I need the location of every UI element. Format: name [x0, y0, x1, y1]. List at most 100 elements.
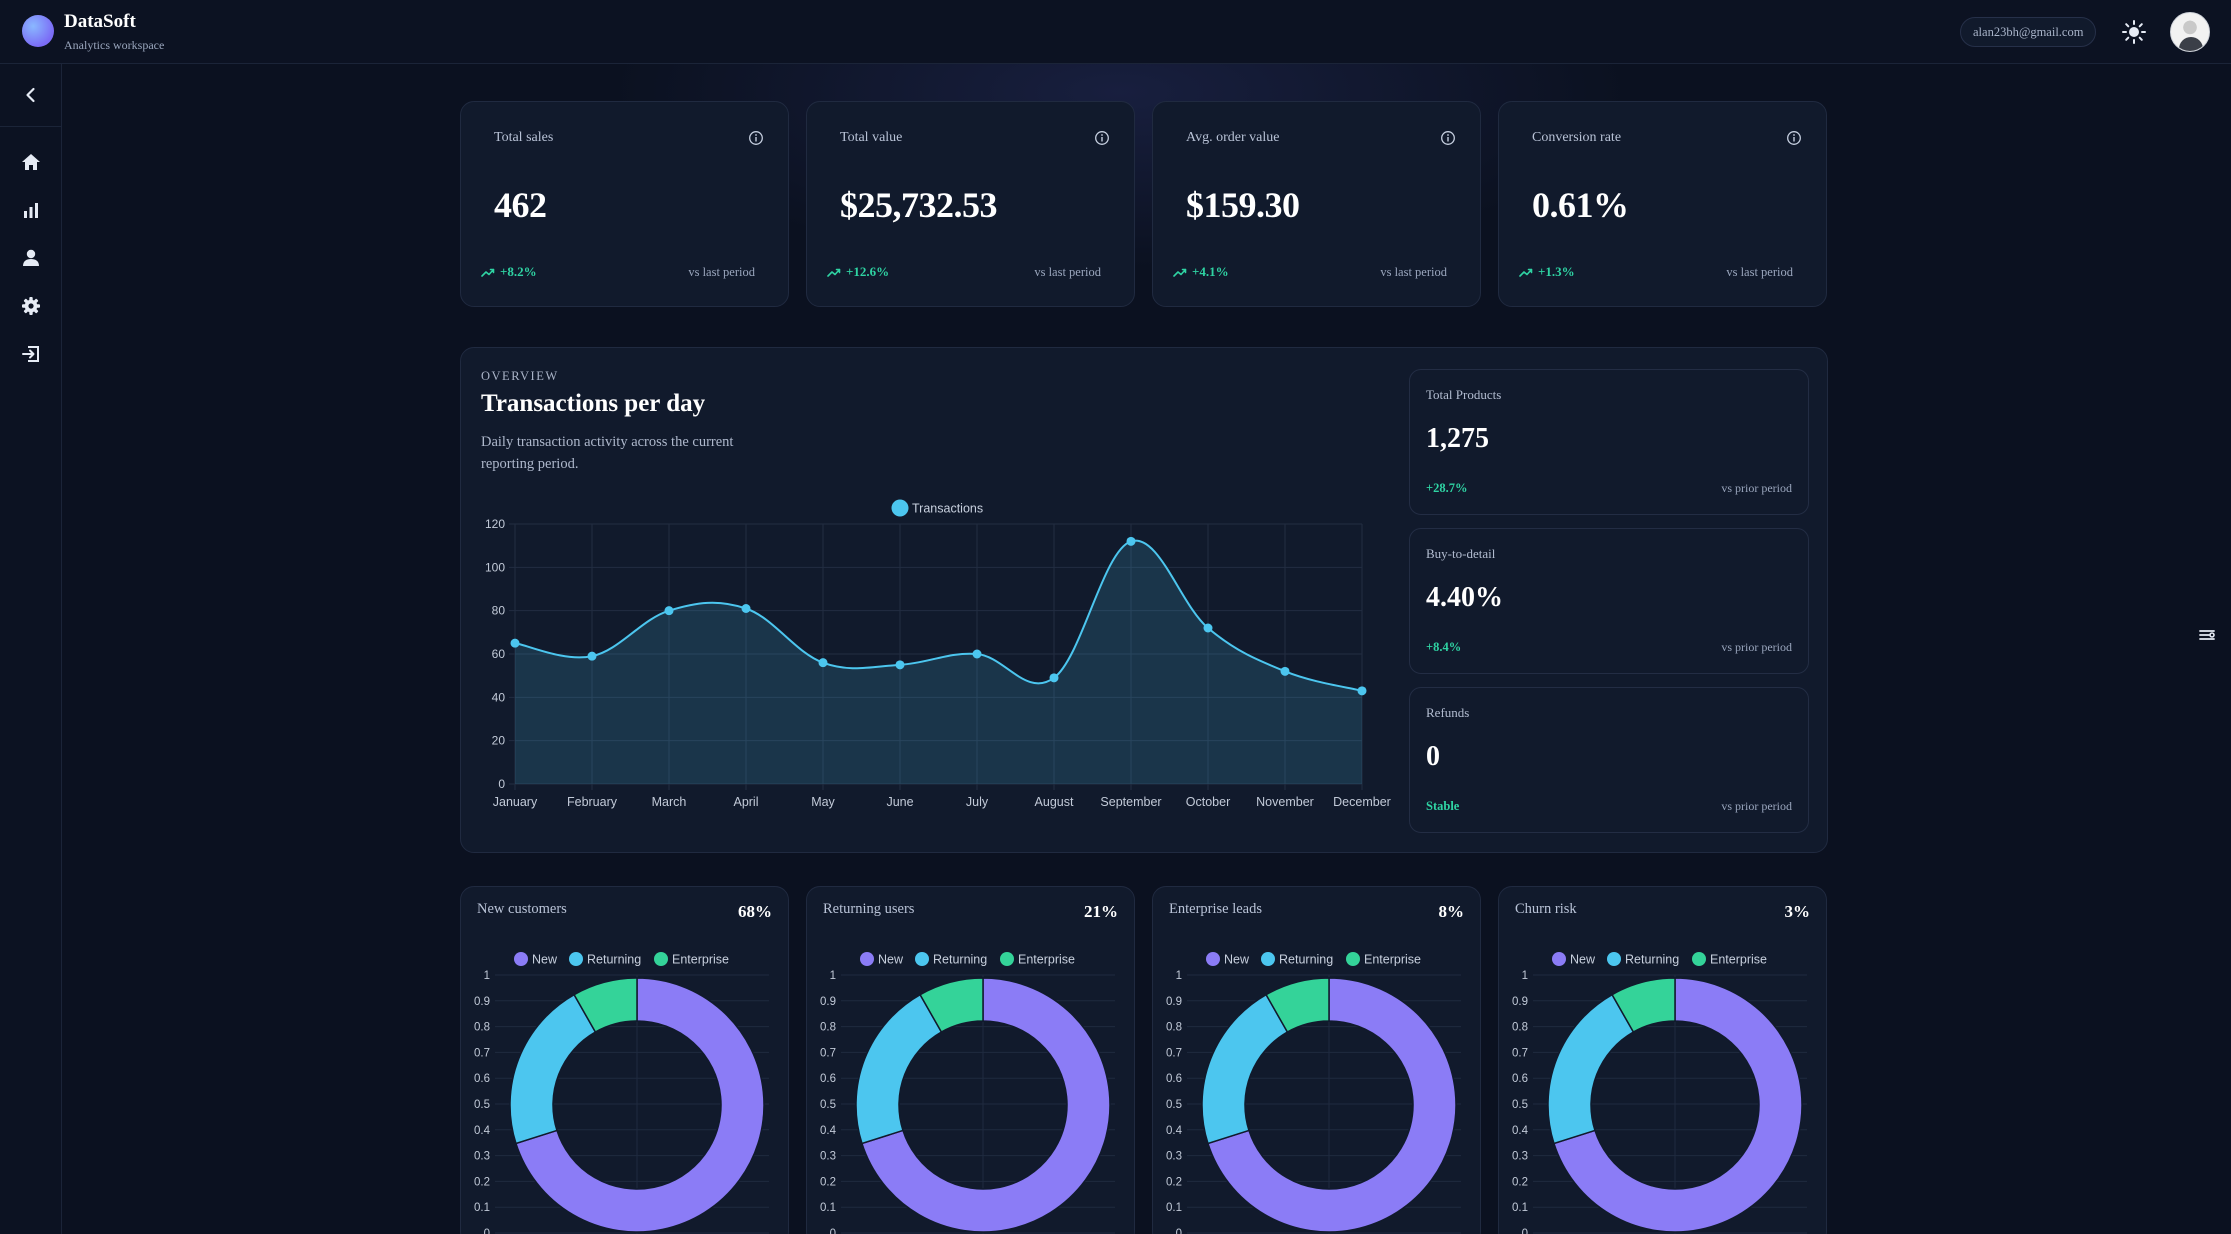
side-stat-value: 4.40% — [1426, 582, 1503, 613]
donut-slice-new — [1553, 977, 1803, 1233]
side-stat-comparison: vs prior period — [1721, 640, 1792, 654]
data-point — [818, 658, 828, 668]
x-tick-label: November — [1256, 795, 1314, 809]
sun-icon — [2122, 20, 2146, 44]
y-tick-label: 0.5 — [820, 1099, 836, 1111]
y-tick-label: 0.8 — [474, 1022, 490, 1034]
legend-label: Returning — [933, 953, 987, 967]
donut-slice-enterprise — [919, 977, 984, 1034]
donut-card-churn-risk: Churn risk 3% New Returning Enterprise 0 0.1… — [1498, 886, 1827, 1234]
y-tick-label: 0.2 — [1512, 1176, 1528, 1188]
data-point — [1049, 673, 1059, 683]
sidebar-item-analytics[interactable] — [17, 196, 45, 224]
kpi-value: 462 — [494, 185, 547, 225]
overview-description: Daily transaction activity across the cu… — [481, 434, 734, 472]
data-point — [972, 649, 982, 659]
donut-slice-new — [861, 977, 1111, 1233]
sidebar-item-logout[interactable] — [17, 340, 45, 368]
donut-slice-returning — [1547, 993, 1635, 1145]
legend-swatch — [860, 952, 874, 966]
y-tick-label: 0.5 — [1166, 1099, 1182, 1111]
x-tick-label: July — [966, 795, 989, 809]
side-stat-value: 1,275 — [1426, 423, 1489, 454]
customize-panel-button[interactable] — [2190, 618, 2224, 652]
legend-swatch — [1206, 952, 1220, 966]
legend-swatch — [915, 952, 929, 966]
x-tick-label: March — [652, 795, 687, 809]
top-bar: DataSoft Analytics workspace alan23bh@gm… — [0, 0, 2231, 64]
donut-slice-returning — [855, 993, 943, 1145]
donut-slice-enterprise — [1611, 977, 1676, 1034]
user-avatar[interactable] — [2170, 12, 2210, 52]
y-tick-label: 0.1 — [1512, 1202, 1528, 1214]
kpi-card-total-value: Total value $25,732.53 +12.6% vs last pe… — [806, 101, 1135, 307]
side-stat-label: Total Products — [1426, 387, 1502, 402]
kpi-label: Conversion rate — [1532, 130, 1622, 145]
overview-title: Transactions per day — [481, 390, 706, 417]
theme-toggle-button[interactable] — [2120, 18, 2148, 46]
info-icon[interactable] — [1786, 130, 1802, 146]
kpi-card-total-sales: Total sales 462 +8.2% vs last period — [460, 101, 789, 307]
sidebar-item-settings[interactable] — [17, 292, 45, 320]
y-tick-label: 100 — [485, 560, 505, 574]
legend-label: Enterprise — [1018, 953, 1075, 967]
legend-swatch — [1346, 952, 1360, 966]
sidebar-item-home[interactable] — [17, 148, 45, 176]
kpi-card-avg-order-value: Avg. order value $159.30 +4.1% vs last p… — [1152, 101, 1481, 307]
legend-swatch — [569, 952, 583, 966]
y-tick-label: 0 — [498, 777, 505, 791]
user-email-pill[interactable]: alan23bh@gmail.com — [1960, 17, 2097, 47]
legend-label: New — [878, 953, 904, 967]
data-point — [587, 651, 597, 661]
area-fill — [515, 540, 1362, 784]
data-point — [895, 660, 905, 670]
y-tick-label: 0.3 — [474, 1151, 490, 1163]
info-icon[interactable] — [748, 130, 764, 146]
chart-legend[interactable]: Transactions — [891, 499, 984, 517]
donut-card-percent: 8% — [1438, 902, 1465, 921]
y-tick-label: 0.8 — [820, 1022, 836, 1034]
y-tick-label: 1 — [1176, 970, 1182, 982]
donut-card-title: Enterprise leads — [1169, 901, 1263, 917]
kpi-label: Total value — [840, 130, 903, 145]
y-tick-label: 0.2 — [1166, 1176, 1182, 1188]
y-tick-label: 0.2 — [820, 1176, 836, 1188]
data-point — [1357, 686, 1367, 696]
side-stat-label: Buy-to-detail — [1426, 546, 1496, 561]
donut-card-new-customers: New customers 68% New Returning Enterprise… — [460, 886, 789, 1234]
donut-card-enterprise-leads: Enterprise leads 8% New Returning Enterpri… — [1152, 886, 1481, 1234]
y-tick-label: 0 — [830, 1228, 836, 1234]
bar-chart-icon — [24, 203, 38, 218]
donut-card-percent: 68% — [738, 902, 772, 921]
kpi-comparison: vs last period — [1034, 265, 1101, 279]
legend-label: Enterprise — [1710, 953, 1767, 967]
x-tick-label: January — [493, 795, 538, 809]
kpi-value: $159.30 — [1186, 185, 1300, 225]
kpi-comparison: vs last period — [1380, 265, 1447, 279]
y-tick-label: 0.4 — [1512, 1125, 1529, 1137]
info-icon[interactable] — [1094, 130, 1110, 146]
side-stat-value: 0 — [1426, 741, 1440, 772]
y-tick-label: 0.7 — [474, 1047, 490, 1059]
collapse-sidebar-button[interactable] — [17, 81, 45, 109]
legend-label: Returning — [1625, 953, 1679, 967]
sidebar-item-users[interactable] — [17, 244, 45, 272]
info-icon[interactable] — [1440, 130, 1456, 146]
brand-logo[interactable] — [22, 15, 54, 47]
y-tick-label: 0.6 — [1512, 1073, 1528, 1085]
y-tick-label: 0.7 — [1512, 1047, 1528, 1059]
x-tick-label: September — [1100, 795, 1161, 809]
x-tick-label: August — [1035, 795, 1074, 809]
transactions-line-chart: 0 20 40 60 80 100 120 January February March Apri… — [485, 499, 1391, 809]
side-stat-change: +8.4% — [1426, 640, 1462, 654]
donut-card-percent: 3% — [1784, 902, 1811, 921]
donut-card-returning-users: Returning users 21% New Returning Enterpri… — [806, 886, 1135, 1234]
x-tick-label: February — [567, 795, 618, 809]
x-tick-label: June — [886, 795, 913, 809]
brand-subtitle: Analytics workspace — [64, 38, 165, 52]
legend-label: New — [1224, 953, 1250, 967]
legend-swatch — [514, 952, 528, 966]
overview-panel: OVERVIEW Transactions per day Daily tran… — [460, 347, 1828, 853]
segment-donut-chart: New Returning Enterprise 0 0.1 0.2 0.3 0.4 0.5 0.… — [820, 952, 1115, 1234]
settings-icon — [22, 297, 40, 315]
